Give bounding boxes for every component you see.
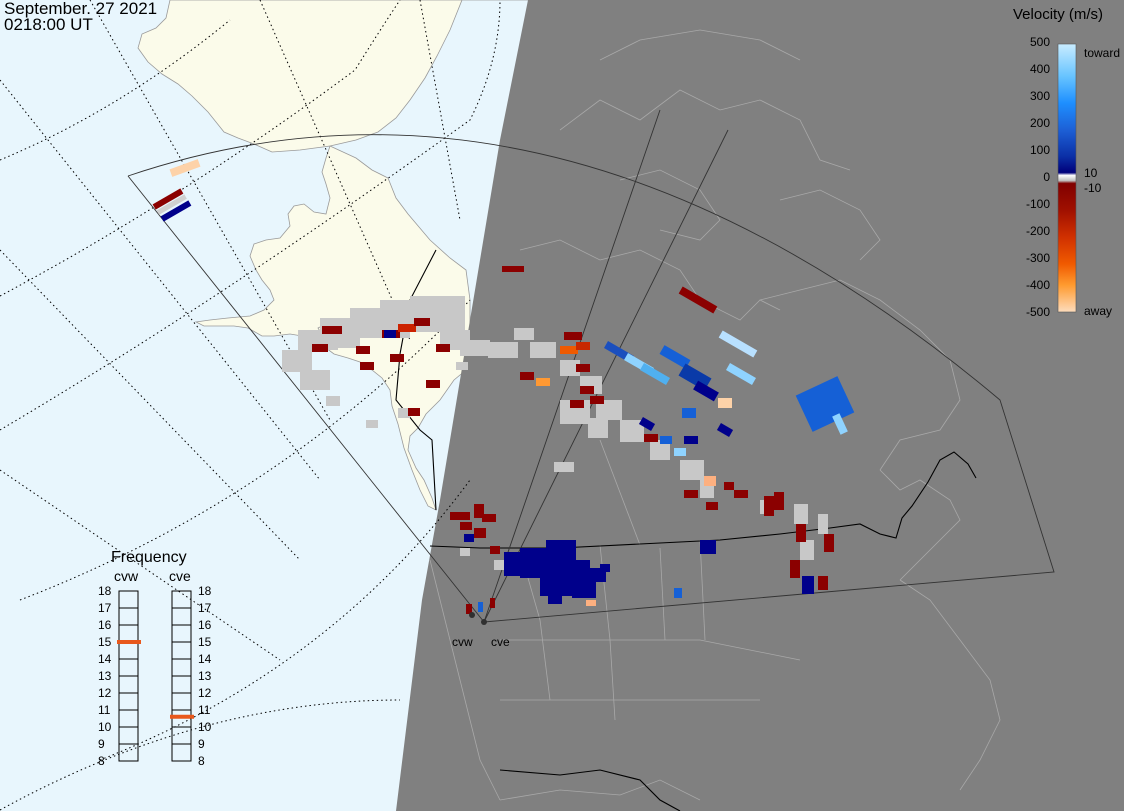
minus-ten-label: -10 xyxy=(1084,181,1102,195)
velocity-tick-label: -500 xyxy=(1025,305,1050,319)
freq-tick-label: 14 xyxy=(98,652,112,666)
velocity-title: Velocity (m/s) xyxy=(1013,6,1104,23)
plus-ten-label: 10 xyxy=(1084,166,1098,180)
freq-tick-label: 18 xyxy=(98,584,112,598)
freq-tick-label: 15 xyxy=(198,635,212,649)
velocity-tick-label: -300 xyxy=(1025,251,1050,265)
freq-radar-cve-label: cve xyxy=(169,568,191,584)
freq-tick-label: 11 xyxy=(198,703,211,717)
freq-tick-label: 18 xyxy=(198,584,212,598)
freq-tick-label: 8 xyxy=(98,754,105,768)
time-label: 0218:00 UT xyxy=(4,15,93,34)
freq-tick-label: 9 xyxy=(98,737,105,751)
freq-tick-label: 9 xyxy=(198,737,205,751)
mexico-border xyxy=(499,769,681,811)
freq-tick-label: 10 xyxy=(198,720,212,734)
freq-tick-label: 14 xyxy=(198,652,212,666)
frequency-markers xyxy=(117,640,194,719)
velocity-tick-label: 300 xyxy=(1029,89,1050,103)
freq-radar-cvw-label: cvw xyxy=(114,568,139,584)
radar-site-cvw xyxy=(469,612,475,618)
night-coastlines xyxy=(429,29,1001,801)
lat-lon-grid xyxy=(0,0,501,811)
away-label: away xyxy=(1084,304,1113,318)
frequency-scales xyxy=(118,590,192,762)
canada-us-border xyxy=(429,451,977,549)
velocity-tick-label: 400 xyxy=(1029,62,1050,76)
freq-tick-label: 17 xyxy=(198,601,212,615)
freq-tick-label: 15 xyxy=(98,635,112,649)
toward-label: toward xyxy=(1084,46,1121,60)
radar-label-cve: cve xyxy=(491,635,510,649)
velocity-colorbar xyxy=(1057,43,1077,313)
date-label: September. 27 2021 xyxy=(4,0,158,18)
velocity-cells xyxy=(152,159,855,614)
velocity-tick-label: 500 xyxy=(1029,35,1050,49)
freq-tick-label: 17 xyxy=(98,601,112,615)
velocity-tick-label: 100 xyxy=(1029,143,1050,157)
radar-site-cve xyxy=(481,619,487,625)
velocity-tick-label: -100 xyxy=(1025,197,1050,211)
velocity-tick-label: 200 xyxy=(1029,116,1050,130)
freq-tick-label: 12 xyxy=(198,686,212,700)
freq-tick-label: 10 xyxy=(98,720,112,734)
radar-label-cvw: cvw xyxy=(452,635,473,649)
freq-tick-label: 11 xyxy=(98,703,111,717)
velocity-tick-label: -200 xyxy=(1025,224,1050,238)
freq-tick-label: 12 xyxy=(98,686,112,700)
freq-tick-label: 13 xyxy=(98,669,112,683)
radar-sites xyxy=(469,612,487,625)
frequency-title: Frequency xyxy=(111,549,187,566)
alaska-land xyxy=(137,0,528,153)
freq-tick-label: 16 xyxy=(198,618,212,632)
freq-tick-label: 8 xyxy=(198,754,205,768)
velocity-tick-label: 0 xyxy=(1043,170,1050,184)
velocity-tick-label: -400 xyxy=(1025,278,1050,292)
night-region xyxy=(396,0,1124,811)
freq-tick-label: 16 xyxy=(98,618,112,632)
freq-tick-label: 13 xyxy=(198,669,212,683)
